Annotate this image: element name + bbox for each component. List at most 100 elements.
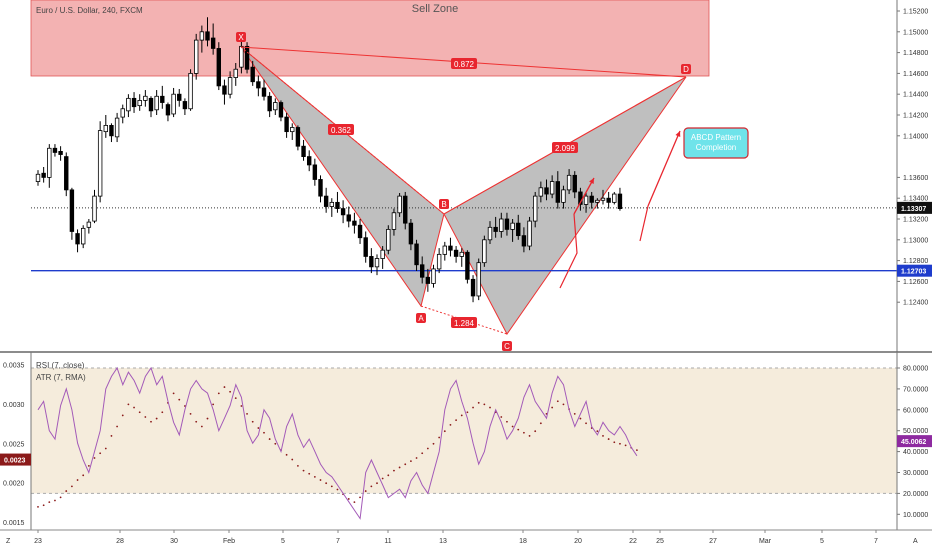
rsi-tick-label: 50.0000 <box>903 428 928 435</box>
atr-dot <box>336 488 339 491</box>
candle-body <box>306 156 312 166</box>
vertex-label-bg <box>681 64 691 74</box>
candle-body <box>160 95 165 103</box>
candle-body <box>470 278 476 297</box>
price-tick-label: 1.13200 <box>903 217 928 224</box>
atr-dot <box>404 463 407 466</box>
atr-tick-label: 0.0030 <box>3 402 25 409</box>
candle-body <box>459 251 464 257</box>
atr-dot <box>585 422 587 425</box>
candle-body <box>335 201 340 210</box>
candle-body <box>250 66 255 83</box>
time-tick-label: 7 <box>336 538 340 545</box>
candles <box>35 17 623 303</box>
atr-dot <box>466 411 469 414</box>
candle-body <box>595 199 600 203</box>
candle-body <box>318 179 323 197</box>
atr-dot <box>268 438 271 440</box>
atr-dot <box>110 435 113 437</box>
candle-body <box>436 253 442 270</box>
candle-body <box>52 147 58 153</box>
time-tick-label: 23 <box>34 538 42 545</box>
auto-scale-toggle[interactable]: A <box>913 538 918 545</box>
candle-body <box>482 239 487 264</box>
candle-body <box>340 208 346 216</box>
vertex-label-x: X <box>238 33 244 42</box>
candle-body <box>431 268 436 284</box>
atr-dot <box>393 469 395 472</box>
atr-dot <box>87 464 90 467</box>
atr-dot <box>150 420 152 423</box>
candle-body <box>527 220 532 247</box>
atr-dot <box>161 411 164 414</box>
candle-body <box>572 174 577 193</box>
candle-body <box>273 102 278 111</box>
candle-body <box>148 97 154 112</box>
vertex-label-d: D <box>683 65 689 74</box>
vertex-label-bg <box>439 199 449 209</box>
candle-body <box>453 249 459 257</box>
time-axis: 23 28 30 Feb 5 7 11 13 18 20 22 25 27 Mar 5 7 <box>34 530 878 545</box>
candle-body <box>182 101 188 110</box>
ratio-label: 0.872 <box>454 60 475 69</box>
atr-dot <box>398 466 401 469</box>
candle-body <box>131 97 137 108</box>
pattern-overlay: X A B C D 0.362 1.284 2.099 0.872 ABCD PatternCom… <box>236 32 749 351</box>
atr-legend: ATR (7, RMA) <box>36 373 86 382</box>
time-tick-label: 11 <box>384 538 391 545</box>
candle-body <box>295 127 301 147</box>
candle-body <box>521 235 527 247</box>
vertex-label-a: A <box>418 314 424 323</box>
atr-dot <box>291 458 294 461</box>
ratio-label: 1.284 <box>454 319 475 328</box>
price-tick-label: 1.14200 <box>903 113 928 120</box>
atr-dot <box>539 422 542 425</box>
current-price-tag: 1.13307 <box>901 206 926 213</box>
atr-dot <box>217 392 220 395</box>
projection-arrow-1 <box>573 177 595 215</box>
candle-body <box>154 95 159 111</box>
atr-dot <box>432 442 435 445</box>
atr-dot <box>251 420 254 423</box>
candle-body <box>261 87 267 97</box>
atr-dot <box>523 431 525 434</box>
sell-zone-layer: Sell Zone <box>30 0 710 77</box>
candle-body <box>92 195 97 222</box>
atr-dot <box>381 477 384 480</box>
atr-dot <box>364 490 367 492</box>
atr-dot <box>449 423 452 426</box>
atr-dot <box>229 390 232 393</box>
atr-dot <box>71 485 73 488</box>
atr-dot <box>212 403 215 406</box>
price-tick-label: 1.13600 <box>903 175 928 182</box>
atr-dot <box>138 411 141 414</box>
candle-body <box>566 174 572 191</box>
candle-body <box>301 145 306 157</box>
atr-dot <box>370 485 373 488</box>
time-tick-label: 5 <box>820 538 824 545</box>
candle-body <box>188 73 193 110</box>
price-tick-label: 1.13400 <box>903 196 928 203</box>
candle-body <box>510 222 515 230</box>
atr-dot <box>223 386 226 388</box>
vertex-label-bg <box>416 313 426 323</box>
projection-arrow-2-head <box>675 131 681 137</box>
atr-dot <box>506 420 508 423</box>
atr-dot <box>347 498 350 500</box>
atr-dot <box>195 420 198 423</box>
candle-body <box>233 68 238 78</box>
candle-body <box>465 251 470 280</box>
zoom-toggle[interactable]: Z <box>6 538 11 545</box>
candle-body <box>504 218 510 230</box>
candle-body <box>499 218 504 232</box>
current-price-tag-bg <box>897 201 932 214</box>
atr-dot <box>438 436 441 439</box>
atr-dot <box>189 412 192 415</box>
rsi-line <box>37 366 638 520</box>
ratio-label-bg <box>328 124 354 135</box>
candle-body <box>227 77 233 95</box>
atr-dot <box>178 398 181 401</box>
candle-body <box>120 108 125 118</box>
time-tick-label: 25 <box>656 538 664 545</box>
